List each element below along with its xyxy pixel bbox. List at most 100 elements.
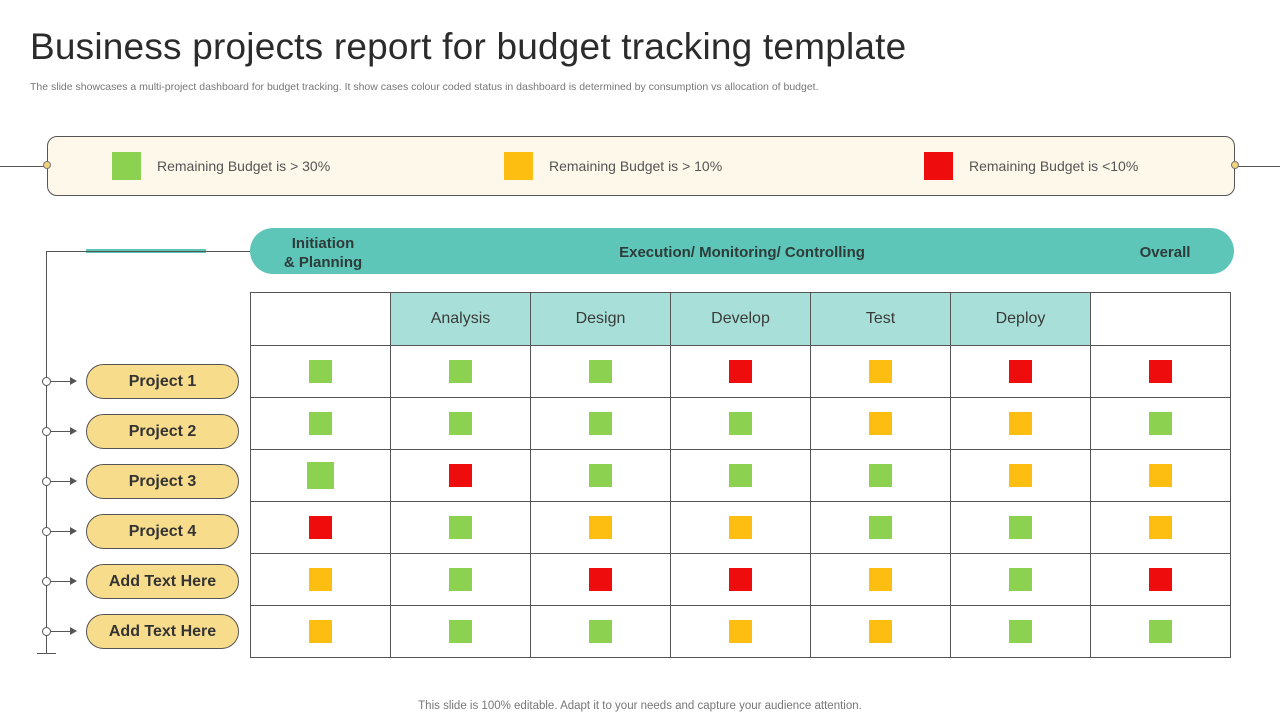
legend-dot-right	[1231, 161, 1239, 169]
stage-header-analysis: Analysis	[390, 292, 531, 346]
status-cell	[390, 397, 531, 450]
status-square-green	[589, 412, 612, 435]
status-cell	[810, 501, 951, 554]
arrow-right-icon	[70, 577, 77, 585]
status-cell	[250, 449, 391, 502]
header-cell-overall	[1090, 292, 1231, 346]
table-row	[250, 345, 1231, 398]
status-cell	[390, 449, 531, 502]
status-cell	[530, 449, 671, 502]
phase-initiation-label: Initiation & Planning	[283, 235, 363, 271]
status-cell	[390, 605, 531, 658]
branch-line	[51, 531, 71, 532]
status-square-green	[309, 360, 332, 383]
legend-swatch-green	[112, 152, 141, 180]
project-label: Add Text Here	[86, 564, 239, 599]
status-cell	[670, 345, 811, 398]
branch-line	[51, 581, 71, 582]
phase-execution-label: Execution/ Monitoring/ Controlling	[619, 244, 865, 261]
status-square-red	[449, 464, 472, 487]
status-cell	[250, 397, 391, 450]
status-square-red	[729, 568, 752, 591]
status-cell	[530, 605, 671, 658]
status-cell	[530, 345, 671, 398]
status-square-green	[309, 412, 332, 435]
phase-header-band	[250, 228, 1234, 274]
status-square-red	[1149, 360, 1172, 383]
status-square-green	[729, 412, 752, 435]
page-subtitle: The slide showcases a multi-project dash…	[30, 81, 819, 93]
status-cell	[1090, 397, 1231, 450]
status-cell	[390, 345, 531, 398]
status-cell	[1090, 449, 1231, 502]
arrow-right-icon	[70, 627, 77, 635]
branch-node	[42, 527, 51, 536]
status-cell	[250, 345, 391, 398]
status-cell	[810, 605, 951, 658]
stage-header-row: Analysis Design Develop Test Deploy	[250, 292, 1231, 346]
status-square-green	[869, 516, 892, 539]
status-square-red	[309, 516, 332, 539]
status-square-green	[869, 464, 892, 487]
status-cell	[250, 605, 391, 658]
status-square-green	[1149, 620, 1172, 643]
legend-connector-right	[1235, 166, 1280, 167]
status-square-yellow	[1009, 464, 1032, 487]
status-cell	[670, 553, 811, 606]
project-label: Project 3	[86, 464, 239, 499]
status-square-yellow	[729, 516, 752, 539]
status-square-green	[589, 464, 612, 487]
status-cell	[950, 605, 1091, 658]
status-cell	[530, 501, 671, 554]
status-square-green	[1009, 568, 1032, 591]
stage-header-test: Test	[810, 292, 951, 346]
status-square-green	[449, 620, 472, 643]
status-cell	[1090, 553, 1231, 606]
stage-header-design: Design	[530, 292, 671, 346]
header-cell-initiation	[250, 292, 391, 346]
legend-dot-left	[43, 161, 51, 169]
status-square-green	[1009, 620, 1032, 643]
legend	[47, 136, 1235, 196]
legend-connector-left	[0, 166, 47, 167]
status-cell	[1090, 605, 1231, 658]
table-row	[250, 449, 1231, 502]
status-cell	[250, 501, 391, 554]
status-cell	[950, 345, 1091, 398]
legend-swatch-yellow	[504, 152, 533, 180]
table-row	[250, 553, 1231, 606]
status-cell	[390, 501, 531, 554]
branch-node	[42, 477, 51, 486]
project-label: Project 4	[86, 514, 239, 549]
status-square-green	[449, 412, 472, 435]
status-cell	[810, 345, 951, 398]
arrow-right-icon	[70, 527, 77, 535]
table-row	[250, 397, 1231, 450]
status-cell	[530, 553, 671, 606]
status-square-yellow	[729, 620, 752, 643]
status-square-green	[307, 462, 334, 489]
status-square-red	[1149, 568, 1172, 591]
status-square-yellow	[309, 568, 332, 591]
branch-line	[51, 631, 71, 632]
status-square-yellow	[869, 620, 892, 643]
tree-top-line	[46, 251, 250, 252]
status-square-yellow	[1149, 464, 1172, 487]
status-square-yellow	[869, 568, 892, 591]
status-cell	[950, 397, 1091, 450]
page-title: Business projects report for budget trac…	[30, 26, 907, 67]
branch-line	[51, 431, 71, 432]
status-cell	[670, 605, 811, 658]
status-square-green	[449, 568, 472, 591]
table-row	[250, 501, 1231, 554]
status-square-yellow	[589, 516, 612, 539]
stage-header-develop: Develop	[670, 292, 811, 346]
status-square-yellow	[869, 412, 892, 435]
status-cell	[810, 397, 951, 450]
legend-item-yellow: Remaining Budget is > 10%	[504, 152, 722, 180]
tree-vertical-line	[46, 251, 47, 654]
project-label: Project 2	[86, 414, 239, 449]
branch-node	[42, 427, 51, 436]
status-square-green	[449, 360, 472, 383]
footer-note: This slide is 100% editable. Adapt it to…	[418, 700, 862, 712]
